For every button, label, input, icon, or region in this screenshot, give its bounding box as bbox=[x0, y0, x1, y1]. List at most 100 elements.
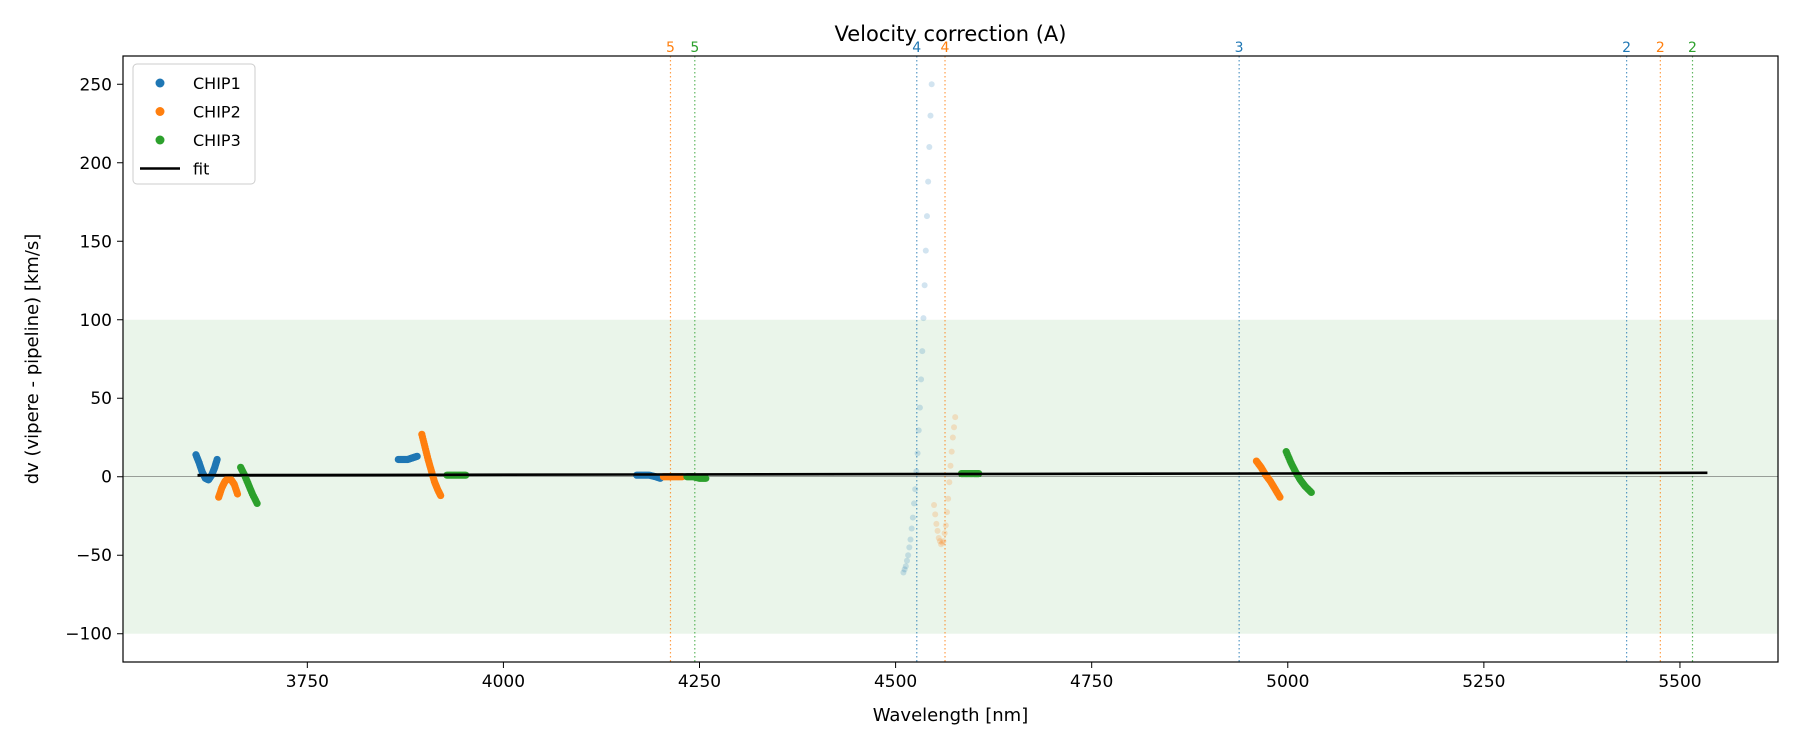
legend-label: fit bbox=[193, 160, 209, 179]
y-tick-label: 150 bbox=[80, 232, 112, 252]
data-point-interp bbox=[925, 178, 932, 185]
data-point-interp bbox=[936, 538, 943, 545]
data-point bbox=[907, 536, 914, 543]
data-point bbox=[923, 213, 930, 220]
data-point-interp bbox=[918, 376, 925, 383]
data-point-interp bbox=[915, 427, 922, 434]
data-point bbox=[942, 522, 949, 529]
y-axis-label: dv (vipere - pipeline) [km/s] bbox=[22, 234, 43, 485]
order-marker-label: 2 bbox=[1656, 40, 1665, 56]
y-tick-label: 250 bbox=[80, 75, 112, 95]
legend: CHIP1 CHIP2 CHIP3 fit bbox=[132, 63, 256, 185]
data-point bbox=[933, 520, 940, 527]
series-chip1 bbox=[900, 81, 935, 576]
order-marker-label: 2 bbox=[1622, 40, 1631, 56]
data-point-interp bbox=[941, 530, 948, 537]
x-tick-label: 4750 bbox=[1070, 672, 1113, 692]
data-point bbox=[900, 569, 907, 576]
data-point-interp bbox=[920, 315, 927, 322]
data-point bbox=[916, 404, 923, 411]
x-tick-label: 5000 bbox=[1266, 672, 1309, 692]
series-chip2 bbox=[1252, 457, 1284, 501]
data-point-interp bbox=[946, 479, 953, 486]
y-tick-label: −50 bbox=[76, 546, 112, 566]
data-points-layer bbox=[192, 81, 1315, 576]
x-axis-label: Wavelength [nm] bbox=[873, 705, 1029, 726]
data-point-interp bbox=[951, 424, 958, 431]
legend-label: CHIP2 bbox=[193, 103, 241, 122]
legend-marker bbox=[155, 107, 165, 116]
data-point bbox=[935, 534, 942, 541]
data-point bbox=[940, 538, 947, 545]
data-point bbox=[921, 282, 928, 289]
series-chip1 bbox=[394, 452, 421, 464]
series-chip2 bbox=[931, 414, 959, 548]
legend-label: CHIP3 bbox=[193, 131, 241, 150]
fit-line bbox=[197, 471, 1708, 477]
y-tick-label: 0 bbox=[101, 468, 112, 488]
data-point-interp bbox=[913, 468, 920, 475]
data-point bbox=[702, 474, 710, 482]
fit-line-layer bbox=[197, 471, 1708, 477]
y-tick-label: 100 bbox=[80, 311, 112, 331]
data-point bbox=[945, 495, 952, 502]
data-point-interp bbox=[934, 527, 941, 534]
data-point bbox=[437, 491, 445, 500]
data-point-interp bbox=[927, 112, 934, 119]
order-marker-label: 4 bbox=[912, 40, 921, 56]
x-ticks-layer: 3750 4000 4250 4500 4750 5000 5250 5500 bbox=[286, 662, 1702, 692]
data-point-interp bbox=[901, 566, 908, 573]
data-point-interp bbox=[943, 509, 950, 516]
order-marker-label: 5 bbox=[666, 40, 675, 56]
data-point bbox=[952, 414, 959, 421]
plot-area-frame bbox=[122, 55, 1779, 663]
data-point bbox=[926, 144, 933, 151]
chart-title: Velocity correction (A) bbox=[834, 22, 1066, 46]
data-point-interp bbox=[932, 511, 939, 518]
data-point-interp bbox=[908, 525, 915, 532]
series-chip3 bbox=[237, 463, 261, 508]
data-point-interp bbox=[939, 539, 946, 546]
data-point bbox=[938, 541, 945, 548]
data-point-interp bbox=[906, 544, 913, 551]
order-marker-label: 5 bbox=[690, 40, 699, 56]
series-chip2 bbox=[215, 474, 242, 501]
x-tick-label: 4000 bbox=[482, 672, 525, 692]
data-point bbox=[931, 502, 938, 509]
x-tick-label: 4500 bbox=[874, 672, 917, 692]
legend-marker bbox=[155, 135, 165, 145]
legend-label: CHIP1 bbox=[193, 74, 241, 93]
data-point bbox=[1307, 488, 1315, 497]
data-point bbox=[914, 450, 921, 457]
data-point bbox=[902, 563, 909, 570]
data-point bbox=[928, 81, 935, 88]
data-point bbox=[233, 490, 242, 498]
data-point bbox=[905, 552, 912, 559]
series-chip3 bbox=[1282, 448, 1315, 497]
data-point bbox=[912, 486, 919, 493]
data-point-interp bbox=[911, 500, 918, 507]
data-point-interp bbox=[903, 557, 910, 564]
x-tick-label: 3750 bbox=[286, 672, 329, 692]
data-point bbox=[949, 434, 956, 441]
x-tick-label: 4250 bbox=[678, 672, 721, 692]
order-marker-label: 3 bbox=[1235, 40, 1244, 56]
x-tick-label: 5500 bbox=[1658, 672, 1701, 692]
data-point bbox=[947, 462, 954, 469]
y-ticks-layer: −100 −50 0 50 100 150 200 250 bbox=[65, 75, 123, 645]
data-point bbox=[1276, 493, 1284, 501]
order-marker-label: 2 bbox=[1688, 40, 1697, 56]
y-tick-label: −100 bbox=[65, 625, 112, 645]
legend-box bbox=[132, 63, 256, 185]
y-tick-label: 200 bbox=[80, 154, 112, 174]
data-point bbox=[413, 452, 421, 460]
data-point bbox=[909, 514, 916, 521]
legend-marker bbox=[155, 78, 165, 88]
y-tick-label: 50 bbox=[90, 389, 112, 409]
order-marker-label: 4 bbox=[941, 40, 950, 56]
data-point bbox=[919, 348, 926, 355]
data-point bbox=[253, 499, 261, 508]
data-point-interp bbox=[922, 247, 929, 254]
